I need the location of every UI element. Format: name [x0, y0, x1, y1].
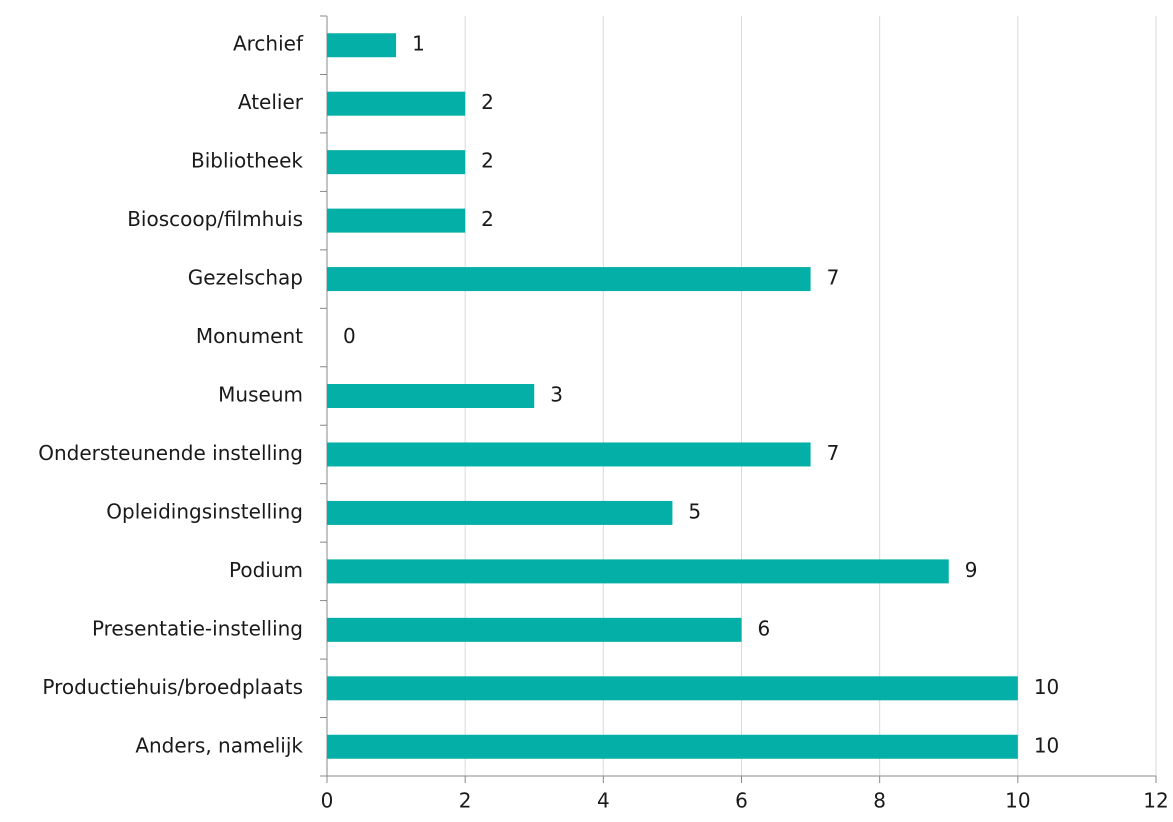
y-tick-label: Bioscoop/filmhuis: [127, 207, 303, 231]
x-tick-label: 0: [321, 789, 334, 813]
y-tick-label: Bibliotheek: [191, 149, 303, 173]
bar: [327, 91, 466, 116]
value-label: 10: [1034, 675, 1059, 699]
x-tick-label: 2: [459, 789, 472, 813]
bar: [327, 442, 811, 467]
bar: [327, 384, 535, 408]
bar: [327, 559, 949, 584]
x-tick-label: 10: [1005, 789, 1030, 813]
y-tick-label: Opleidingsinstelling: [106, 499, 303, 523]
y-tick-label: Atelier: [238, 90, 304, 114]
y-tick-label: Anders, namelijk: [135, 733, 303, 757]
value-label: 2: [481, 149, 494, 173]
bar: [327, 500, 673, 525]
bar: [327, 617, 742, 642]
x-tick-label: 4: [597, 789, 610, 813]
value-label: 2: [481, 90, 494, 114]
value-label: 5: [688, 499, 701, 523]
y-tick-label: Productiehuis/broedplaats: [42, 675, 303, 699]
value-label: 1: [412, 32, 425, 56]
y-tick-label: Presentatie-instelling: [92, 616, 303, 640]
y-tick-label: Archief: [233, 32, 304, 56]
x-tick-label: 12: [1143, 789, 1168, 813]
value-label: 10: [1034, 733, 1059, 757]
x-tick-label: 6: [735, 789, 748, 813]
bar: [327, 676, 1018, 701]
value-label: 6: [758, 616, 771, 640]
bar: [327, 208, 466, 233]
y-tick-label: Podium: [229, 558, 303, 582]
value-label: 0: [343, 324, 356, 348]
value-label: 3: [550, 383, 563, 407]
y-tick-label: Monument: [196, 324, 303, 348]
x-tick-label: 8: [873, 789, 886, 813]
y-tick-label: Museum: [218, 383, 303, 407]
bar: [327, 33, 397, 58]
y-tick-label: Gezelschap: [188, 266, 303, 290]
value-label: 2: [481, 207, 494, 231]
value-label: 7: [827, 266, 840, 290]
bar: [327, 267, 811, 292]
bar: [327, 734, 1018, 759]
value-label: 9: [965, 558, 978, 582]
value-label: 7: [827, 441, 840, 465]
y-tick-label: Ondersteunende instelling: [38, 441, 303, 465]
bar: [327, 150, 466, 175]
